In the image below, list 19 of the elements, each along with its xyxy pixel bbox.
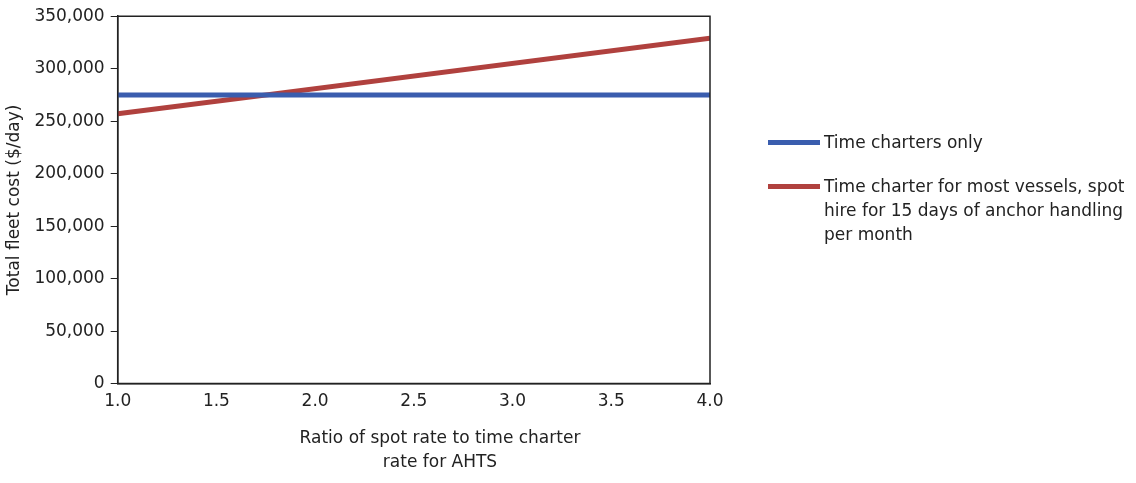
legend-label: Time charter for most vessels, spot hire for 15 days of anchor handling per month <box>824 175 1126 246</box>
x-tick-label: 1.5 <box>202 390 230 411</box>
y-tick-label: 0 <box>93 372 105 393</box>
y-tick-label: 350,000 <box>34 4 105 25</box>
x-tick-label: 3.5 <box>597 390 625 411</box>
x-tick-label: 3.0 <box>499 390 527 411</box>
x-tick-label: 2.0 <box>301 390 329 411</box>
x-tick-label: 1.0 <box>104 390 132 411</box>
y-tick-label: 300,000 <box>34 57 105 78</box>
x-tick-label: 2.5 <box>400 390 428 411</box>
x-tick-label: 4.0 <box>696 390 724 411</box>
y-axis-title: Total fleet cost ($/day) <box>2 104 23 297</box>
y-tick-label: 250,000 <box>34 109 105 130</box>
y-tick-label: 150,000 <box>34 214 105 235</box>
y-tick-label: 200,000 <box>34 162 105 183</box>
y-tick-label: 100,000 <box>34 267 105 288</box>
legend-label: Time charters only <box>824 131 983 154</box>
y-tick-label: 50,000 <box>45 319 105 340</box>
x-axis-title: Ratio of spot rate to time charter rate for AHTS <box>298 426 582 473</box>
